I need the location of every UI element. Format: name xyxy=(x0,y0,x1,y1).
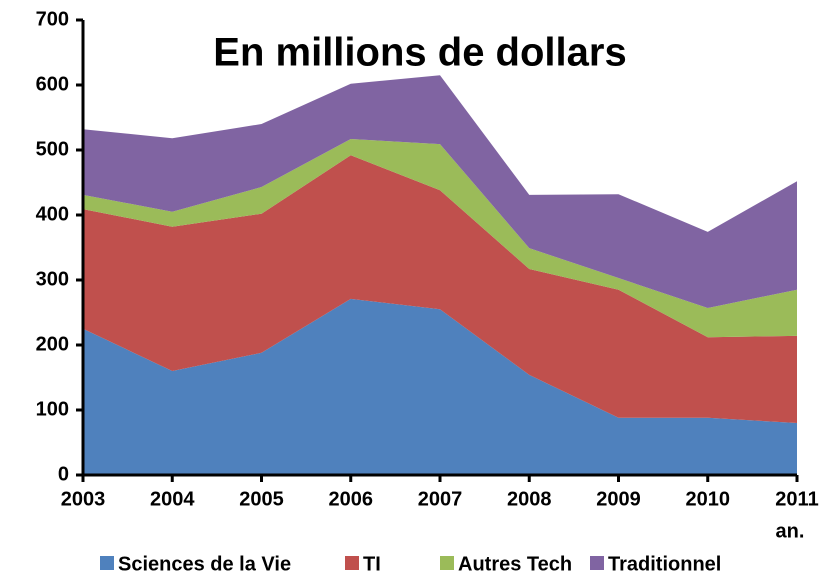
legend-swatch xyxy=(590,556,604,570)
y-tick-label: 100 xyxy=(36,398,69,420)
x-axis-label: an. xyxy=(776,520,805,542)
x-tick-label: 2007 xyxy=(418,488,463,510)
x-tick-label: 2003 xyxy=(61,488,106,510)
x-tick-label: 2008 xyxy=(507,488,552,510)
y-tick-label: 300 xyxy=(36,268,69,290)
legend-swatch xyxy=(345,556,359,570)
legend-label: TI xyxy=(363,553,381,575)
x-tick-label: 2009 xyxy=(596,488,641,510)
legend-swatch xyxy=(440,556,454,570)
y-tick-label: 200 xyxy=(36,333,69,355)
legend-swatch xyxy=(100,556,114,570)
x-tick-label: 2005 xyxy=(239,488,284,510)
legend-label: Autres Tech xyxy=(458,553,572,575)
x-tick-label: 2004 xyxy=(150,488,195,510)
y-tick-label: 0 xyxy=(58,463,69,485)
y-tick-label: 400 xyxy=(36,203,69,225)
area xyxy=(83,75,797,308)
x-tick-label: 2006 xyxy=(329,488,374,510)
x-tick-label: 2010 xyxy=(686,488,731,510)
y-tick-label: 700 xyxy=(36,8,69,30)
area xyxy=(83,155,797,423)
area xyxy=(83,138,797,338)
legend-label: Sciences de la Vie xyxy=(118,553,291,575)
x-tick-label: 2011 xyxy=(775,488,818,510)
y-tick-label: 600 xyxy=(36,73,69,95)
y-tick-label: 500 xyxy=(36,138,69,160)
chart-title: En millions de dollars xyxy=(213,31,626,75)
area xyxy=(83,298,797,475)
legend-label: Traditionnel xyxy=(608,553,721,575)
